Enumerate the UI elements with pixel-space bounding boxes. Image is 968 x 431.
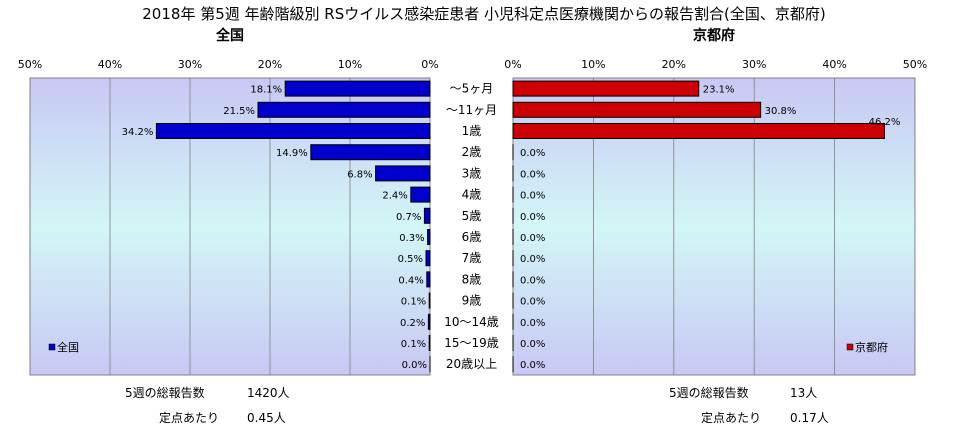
kyoto-per-site-value: 0.17人 <box>790 411 829 425</box>
kyoto-reports-value: 13人 <box>790 386 817 400</box>
left-data-label: 0.0% <box>402 360 427 371</box>
left-bar <box>310 144 431 161</box>
left-x-tick-label: 50% <box>18 58 42 71</box>
left-x-tick-label: 0% <box>421 58 438 71</box>
right-x-tick-label: 50% <box>903 58 927 71</box>
category-label: 3歳 <box>462 166 482 180</box>
kyoto-per-site-label: 定点あたり <box>701 410 761 425</box>
right-data-label: 23.1% <box>703 85 735 96</box>
left-data-label: 0.2% <box>400 318 425 329</box>
right-x-tick-label: 10% <box>581 58 605 71</box>
category-label: ～5ヶ月 <box>450 82 494 96</box>
left-data-label: 14.9% <box>276 148 308 159</box>
left-data-label: 0.5% <box>398 254 423 265</box>
right-x-tick-label: 30% <box>742 58 766 71</box>
category-label: 15～19歳 <box>444 336 499 350</box>
national-per-site-label: 定点あたり <box>159 410 219 425</box>
category-label: ～11ヶ月 <box>446 103 497 117</box>
right-data-label: 0.0% <box>520 339 545 350</box>
left-bar <box>375 165 431 182</box>
right-data-label: 0.0% <box>520 297 545 308</box>
right-data-label: 46.2% <box>869 117 901 128</box>
right-data-label: 0.0% <box>520 275 545 286</box>
left-x-tick-label: 20% <box>258 58 282 71</box>
category-label: 5歳 <box>462 209 482 223</box>
left-bar <box>257 101 431 118</box>
legend-label-national: 全国 <box>57 340 79 354</box>
right-plot-area <box>512 77 916 376</box>
right-bar <box>512 123 885 139</box>
right-data-label: 0.0% <box>520 169 545 180</box>
right-bar <box>512 101 762 118</box>
left-bar <box>410 186 431 203</box>
left-data-label: 0.1% <box>401 297 426 308</box>
right-data-label: 0.0% <box>520 191 545 202</box>
left-bar <box>423 207 431 224</box>
category-label: 10～14歳 <box>444 315 499 329</box>
left-bar <box>284 80 431 97</box>
left-data-label: 0.4% <box>398 275 423 286</box>
left-bar <box>155 123 431 139</box>
left-bar <box>427 229 431 245</box>
left-bar <box>425 250 431 267</box>
national-reports-label: 5週の総報告数 <box>125 385 205 400</box>
legend-swatch-national <box>48 343 56 351</box>
category-label: 1歳 <box>462 124 482 138</box>
right-data-label: 0.0% <box>520 233 545 244</box>
right-bar <box>512 80 700 97</box>
left-data-label: 6.8% <box>347 169 372 180</box>
kyoto-reports-label: 5週の総報告数 <box>669 385 749 400</box>
category-label: 7歳 <box>462 251 482 265</box>
right-data-label: 0.0% <box>520 212 545 223</box>
category-label: 4歳 <box>462 188 482 202</box>
right-data-label: 0.0% <box>520 254 545 265</box>
chart-title: 2018年 第5週 年齢階級別 RSウイルス感染症患者 小児科定点医療機関からの… <box>142 5 825 23</box>
national-reports-value: 1420人 <box>247 386 290 400</box>
category-label: 6歳 <box>462 230 482 244</box>
category-label: 9歳 <box>462 294 482 308</box>
left-plot-area <box>29 77 431 376</box>
left-data-label: 0.7% <box>396 212 421 223</box>
left-panel-subtitle: 全国 <box>215 27 244 44</box>
left-bar <box>426 271 431 288</box>
category-label: 2歳 <box>462 145 482 159</box>
left-data-label: 21.5% <box>223 106 255 117</box>
left-data-label: 0.1% <box>401 339 426 350</box>
right-data-label: 0.0% <box>520 318 545 329</box>
national-per-site-value: 0.45人 <box>247 411 286 425</box>
left-bar <box>427 313 431 330</box>
legend-swatch-kyoto <box>846 343 854 351</box>
right-data-label: 0.0% <box>520 360 545 371</box>
right-panel-subtitle: 京都府 <box>693 27 735 44</box>
left-data-label: 34.2% <box>122 127 154 138</box>
right-x-tick-label: 20% <box>662 58 686 71</box>
category-label: 20歳以上 <box>446 357 497 371</box>
legend-label-kyoto: 京都府 <box>855 340 888 354</box>
left-x-tick-label: 30% <box>178 58 202 71</box>
right-data-label: 30.8% <box>765 106 797 117</box>
right-x-tick-label: 40% <box>822 58 846 71</box>
right-x-tick-label: 0% <box>504 58 521 71</box>
left-bar <box>428 292 431 309</box>
left-bar <box>428 335 431 351</box>
category-label: 8歳 <box>462 272 482 286</box>
left-data-label: 18.1% <box>250 85 282 96</box>
right-data-label: 0.0% <box>520 148 545 159</box>
left-data-label: 2.4% <box>382 191 407 202</box>
left-x-tick-label: 40% <box>98 58 122 71</box>
left-data-label: 0.3% <box>399 233 424 244</box>
left-x-tick-label: 10% <box>338 58 362 71</box>
